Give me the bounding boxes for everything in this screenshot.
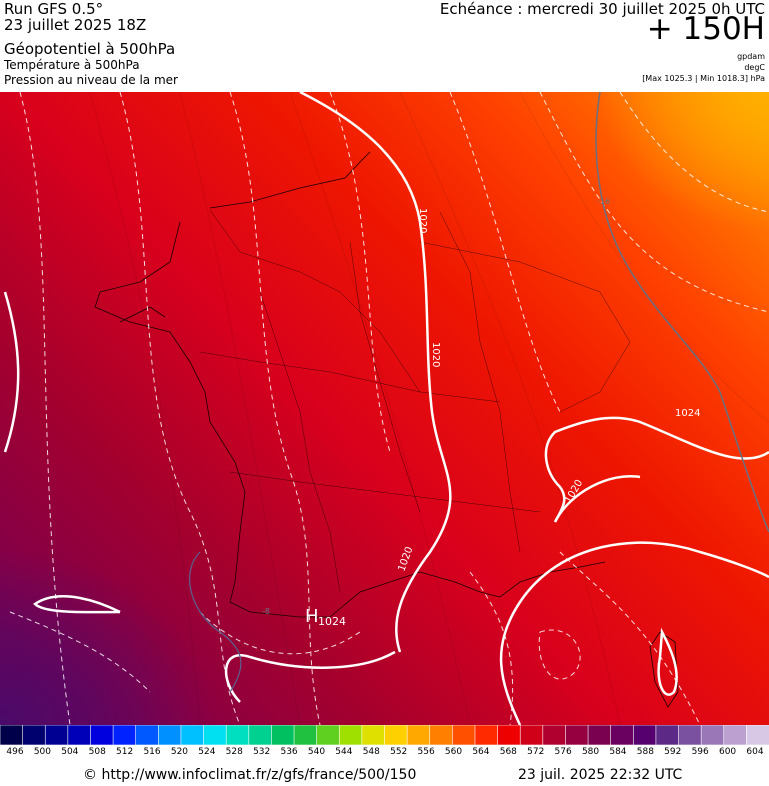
isobar-label: 1020 (417, 208, 428, 233)
scale-tick-label: 544 (335, 747, 353, 757)
unit-geopotential: gpdam (737, 52, 765, 61)
isotherm-label: -16 (597, 197, 610, 206)
scale-tick-label: 540 (307, 747, 326, 757)
scale-swatch (746, 725, 769, 745)
scale-swatch (112, 725, 137, 745)
isobar-label: 1020 (430, 342, 441, 367)
scale-tick-label: 600 (718, 747, 737, 757)
forecast-valid-time: Echéance : mercredi 30 juillet 2025 0h U… (439, 0, 765, 18)
isobar-1016 (595, 92, 769, 533)
scale-swatch (497, 725, 522, 745)
scale-swatch (452, 725, 476, 745)
scale-swatch (271, 725, 295, 745)
scale-swatch (429, 725, 454, 745)
scale-tick-label: 596 (691, 747, 709, 757)
color-scale-labels: 496 500 504 508 512 516 520 524 528 532 536 540 544 5… (0, 747, 769, 761)
scale-swatch (293, 725, 318, 745)
isobar-sw (189, 551, 242, 693)
source-url[interactable]: © http://www.infoclimat.fr/z/gfs/france/… (83, 767, 417, 783)
run-date: 23 juillet 2025 18Z (4, 16, 147, 34)
scale-tick-label: 496 (6, 747, 24, 757)
isotherms (9, 92, 769, 725)
scale-swatch (655, 725, 680, 745)
scale-swatch (361, 725, 386, 745)
scale-swatch (565, 725, 589, 745)
scale-tick-label: 520 (170, 747, 189, 757)
scale-tick-label: 500 (33, 747, 51, 757)
scale-tick-label: 532 (253, 747, 271, 757)
scale-swatch (158, 725, 182, 745)
scale-swatch (338, 725, 363, 745)
scale-swatch (316, 725, 341, 745)
scale-tick-label: 528 (225, 747, 243, 757)
weather-map: 1020 1020 1020 1020 1024 H 1024 -16 -8 (0, 92, 769, 725)
scale-swatch (0, 725, 24, 745)
isobar-label: 1024 (675, 408, 700, 419)
scale-tick-label: 552 (390, 747, 408, 757)
scale-swatch (90, 725, 114, 745)
generation-timestamp: 23 juil. 2025 22:32 UTC (518, 767, 683, 783)
region-borders (199, 209, 631, 593)
scale-swatch (610, 725, 635, 745)
scale-tick-label: 584 (609, 747, 627, 757)
scale-swatch (248, 725, 273, 745)
run-title: Run GFS 0.5° (4, 0, 104, 18)
scale-swatch (22, 725, 47, 745)
scale-tick-label: 524 (198, 747, 216, 757)
scale-tick-label: 516 (143, 747, 161, 757)
scale-swatch (519, 725, 544, 745)
unit-temperature: degC (744, 63, 765, 72)
scale-swatch (67, 725, 92, 745)
layer-geopotential: Géopotentiel à 500hPa (4, 40, 176, 58)
scale-swatch (135, 725, 160, 745)
unit-pressure-range: [Max 1025.3 | Min 1018.3] hPa (642, 74, 765, 83)
lead-time: + 150H (646, 11, 765, 47)
scale-swatch (44, 725, 69, 745)
scale-swatch (587, 725, 612, 745)
scale-tick-label: 588 (636, 747, 654, 757)
scale-tick-label: 548 (362, 747, 380, 757)
high-geopotential-zone (0, 92, 769, 725)
scale-tick-label: 580 (581, 747, 600, 757)
scale-swatch (542, 725, 567, 745)
scale-swatch (700, 725, 725, 745)
scale-tick-label: 560 (444, 747, 463, 757)
scale-tick-label: 576 (554, 747, 572, 757)
scale-tick-label: 508 (88, 747, 106, 757)
scale-swatch (203, 725, 227, 745)
scale-tick-label: 572 (527, 747, 545, 757)
scale-swatch (678, 725, 702, 745)
scale-tick-label: 504 (61, 747, 79, 757)
scale-swatch (723, 725, 748, 745)
isotherm-label: -8 (262, 607, 270, 616)
scale-swatch (406, 725, 431, 745)
coastlines (94, 151, 679, 708)
layer-temperature: Température à 500hPa (4, 58, 140, 72)
scale-tick-label: 536 (280, 747, 298, 757)
high-pressure-marker: H (305, 606, 319, 627)
color-scale (0, 725, 769, 745)
scale-swatch (474, 725, 499, 745)
scale-tick-label: 512 (116, 747, 134, 757)
isobars (3, 92, 769, 725)
scale-swatch (632, 725, 657, 745)
scale-swatch (180, 725, 205, 745)
scale-tick-label: 568 (499, 747, 517, 757)
high-pressure-value: 1024 (318, 615, 346, 628)
scale-tick-label: 564 (472, 747, 490, 757)
scale-tick-label: 592 (664, 747, 682, 757)
scale-swatch (384, 725, 408, 745)
layer-pressure: Pression au niveau de la mer (4, 73, 178, 87)
scale-tick-label: 604 (746, 747, 764, 757)
scale-tick-label: 556 (417, 747, 435, 757)
scale-swatch (225, 725, 250, 745)
